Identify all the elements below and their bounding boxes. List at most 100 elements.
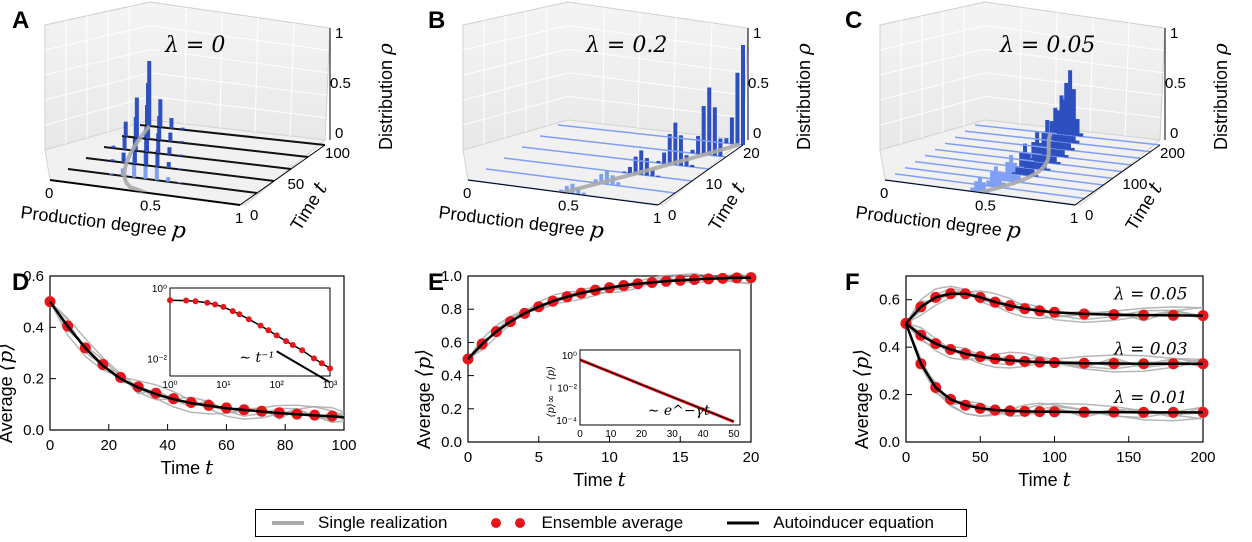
histogram-bar <box>616 182 621 186</box>
histogram-bar <box>701 106 706 155</box>
x-tick-label: 0 <box>464 449 472 466</box>
histogram-bar <box>656 160 661 164</box>
x-tick-label: 40 <box>159 437 176 454</box>
z-tick-label: 1 <box>753 25 761 42</box>
lambda-label: λ = 0.2 <box>585 33 667 58</box>
histogram-bar <box>1011 172 1016 174</box>
histogram-bar <box>1037 150 1042 162</box>
x-tick-label: 0 <box>45 185 53 202</box>
lambda-annotation: λ = 0.05 <box>1113 285 1188 305</box>
histogram-bar <box>639 150 644 175</box>
histogram-bar <box>1046 168 1051 171</box>
grid-line <box>44 95 151 126</box>
histogram-bar <box>564 185 569 193</box>
inset-point <box>245 316 252 323</box>
x-tick-label: 0 <box>463 185 471 202</box>
histogram-bar <box>1075 140 1080 144</box>
histogram-bar <box>111 145 116 149</box>
floor <box>462 119 745 206</box>
grid-line <box>602 7 605 125</box>
grid-line <box>44 72 151 101</box>
y-tick-label: 1.0 <box>441 268 462 285</box>
inset-x-tick-label: 10³ <box>323 380 338 391</box>
lambda-annotation: λ = 0.01 <box>1113 388 1188 408</box>
histogram-bar <box>158 99 163 128</box>
single-realization-line <box>905 285 1204 324</box>
z-axis-label: Distribution ρ <box>373 43 397 150</box>
histogram-bar <box>177 182 182 184</box>
grid-line <box>44 48 151 76</box>
time-slice-line <box>539 135 727 158</box>
histogram-bar <box>662 152 667 164</box>
time-slice-line <box>67 168 258 194</box>
y-axis-symbol: ⟨p⟩ <box>849 349 873 377</box>
histogram-bar <box>1019 152 1024 175</box>
histogram-bar <box>593 179 598 183</box>
y-axis-label: Average ⟨p⟩ <box>0 343 17 443</box>
time-axis-symbol: t <box>725 177 750 197</box>
panel-letter-f: F <box>845 269 860 296</box>
inset-x-tick-label: 40 <box>698 429 710 440</box>
time-slice-line <box>944 142 1132 166</box>
inset-point <box>289 342 296 349</box>
grid-line <box>1124 22 1130 137</box>
histogram-bar <box>1049 121 1054 156</box>
x-axis-label: Production degree p <box>19 199 187 244</box>
x-tick-label: 20 <box>743 449 760 466</box>
grid-line <box>149 48 329 74</box>
time-slice-line <box>934 148 1123 173</box>
histogram-bar <box>178 168 182 170</box>
x-axis-label: Time t <box>161 455 214 479</box>
histogram-bar <box>650 169 655 177</box>
histogram-bar <box>627 166 632 174</box>
histogram-bar <box>1030 167 1035 177</box>
x-tick-label: 1 <box>1070 210 1078 227</box>
histogram-bar <box>1057 130 1062 135</box>
histogram-bar <box>168 132 173 142</box>
time-tick-label: 20 <box>743 145 760 162</box>
autoinducer-equation-line <box>48 300 345 419</box>
time-tick-label: 100 <box>325 145 350 162</box>
inset-point <box>273 332 280 339</box>
time-tick-label: 0 <box>668 207 676 224</box>
x-tick-label: 0.5 <box>558 198 579 215</box>
histogram-bar <box>1060 117 1065 135</box>
lambda-label: λ = 0.05 <box>999 33 1095 58</box>
mean-trajectory <box>562 142 740 195</box>
inset-point <box>257 322 264 329</box>
y-axis-symbol: ⟨p⟩ <box>0 343 17 371</box>
z-axis-label: Distribution ρ <box>791 43 815 150</box>
x-tick-label: 5 <box>535 449 543 466</box>
single-realization-line <box>49 301 345 417</box>
inset-x-tick-label: 30 <box>667 429 679 440</box>
inset-slope-line <box>276 350 331 384</box>
histogram-bar <box>1052 152 1057 164</box>
histogram-bar <box>621 185 626 187</box>
grid-line <box>984 72 1163 96</box>
grid-line <box>184 7 187 125</box>
histogram-bar <box>986 180 991 186</box>
grid-line <box>289 22 295 137</box>
grid-line <box>462 48 569 76</box>
histogram-bar <box>1075 118 1080 137</box>
grid-line <box>462 95 569 126</box>
grid-line <box>1019 7 1022 125</box>
single-realization-line <box>905 322 1204 369</box>
grid-line <box>149 25 330 51</box>
histogram-bar <box>132 156 137 178</box>
inset-plot: 0 10 20 30 40 50 10⁰ 10⁻² 10⁻⁴ ∼ e^−γt ⟨p⟩∞ − ⟨p⟩ <box>546 349 741 440</box>
z-tick-label: 1 <box>1170 25 1178 42</box>
grid-line <box>254 17 259 133</box>
time-axis-symbol: t <box>307 177 332 197</box>
grid-line <box>879 95 986 126</box>
grid-line <box>462 25 569 51</box>
inset-point <box>167 297 173 304</box>
histogram-bar <box>644 157 649 176</box>
x-axis-line <box>467 179 659 206</box>
x-axis-symbol: t <box>1063 467 1072 491</box>
histogram-bar <box>122 137 127 150</box>
time-tick-label: 0 <box>250 207 258 224</box>
time-axis-line <box>239 144 326 206</box>
single-realization-line <box>905 323 1204 422</box>
plot-frame <box>49 275 345 431</box>
